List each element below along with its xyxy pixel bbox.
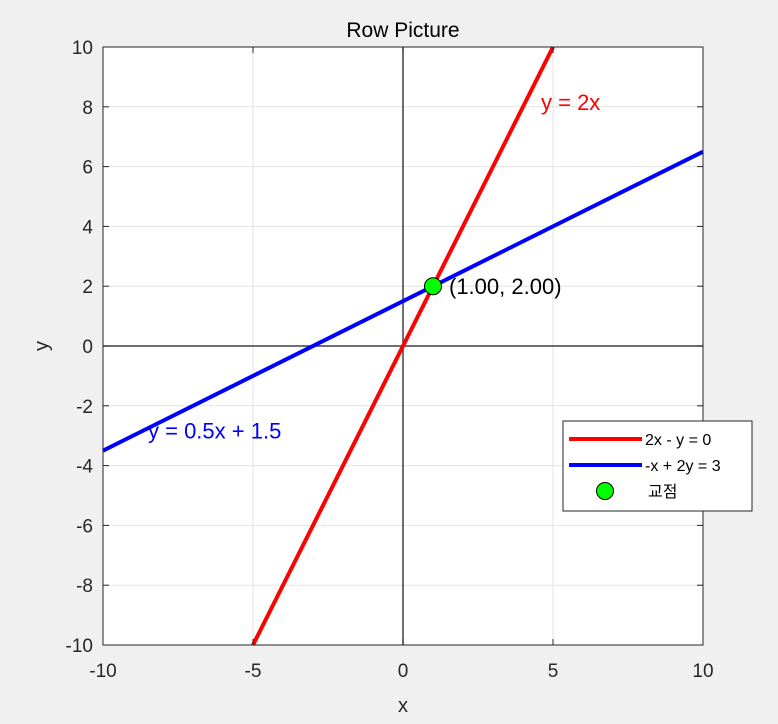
annotations: (1.00, 2.00) y = 2x y = 0.5x + 1.5 (148, 90, 600, 444)
y-tick-label: -6 (76, 516, 93, 537)
line-annotation-2: y = 0.5x + 1.5 (148, 419, 281, 444)
y-tick-label: 8 (82, 98, 93, 119)
y-axis-label: y (31, 341, 53, 351)
legend: 2x - y = 0 -x + 2y = 3 교점 (562, 420, 753, 512)
x-tick-label: 10 (692, 661, 713, 682)
y-tick-label: 4 (82, 217, 93, 238)
legend-label-3: 교점 (648, 483, 677, 501)
legend-label-2: -x + 2y = 3 (645, 458, 721, 475)
series-line-1 (251, 46, 555, 646)
axes: -10 -5 0 5 10 -10 -8 -6 -4 -2 0 2 4 6 8 10 (1.00, 2.00)… (66, 38, 714, 682)
x-tick-label: -10 (89, 661, 116, 682)
chart-title: Row Picture (346, 19, 459, 42)
y-tick-label: -8 (76, 576, 93, 597)
line-annotation-1: y = 2x (541, 90, 600, 115)
y-tick-label: -2 (76, 397, 93, 418)
y-tick-label: 6 (82, 158, 93, 179)
series-layer (102, 46, 704, 646)
intersection-label: (1.00, 2.00) (449, 274, 562, 299)
legend-swatch-3 (596, 482, 614, 500)
y-tick-label: 10 (72, 38, 93, 59)
y-tick-label: -10 (66, 636, 93, 657)
intersection-point (424, 277, 442, 296)
y-tick-label: 0 (82, 337, 93, 358)
x-tick-label: -5 (245, 661, 262, 682)
x-axis-label: x (398, 695, 408, 717)
legend-label-1: 2x - y = 0 (645, 432, 711, 449)
y-tick-label: 2 (82, 277, 93, 298)
ticks: -10 -5 0 5 10 -10 -8 -6 -4 -2 0 2 4 6 8 10 (66, 38, 714, 682)
x-tick-label: 5 (548, 661, 559, 682)
series-line-2 (102, 149, 704, 453)
y-tick-label: -4 (76, 457, 93, 478)
x-tick-label: 0 (398, 661, 409, 682)
